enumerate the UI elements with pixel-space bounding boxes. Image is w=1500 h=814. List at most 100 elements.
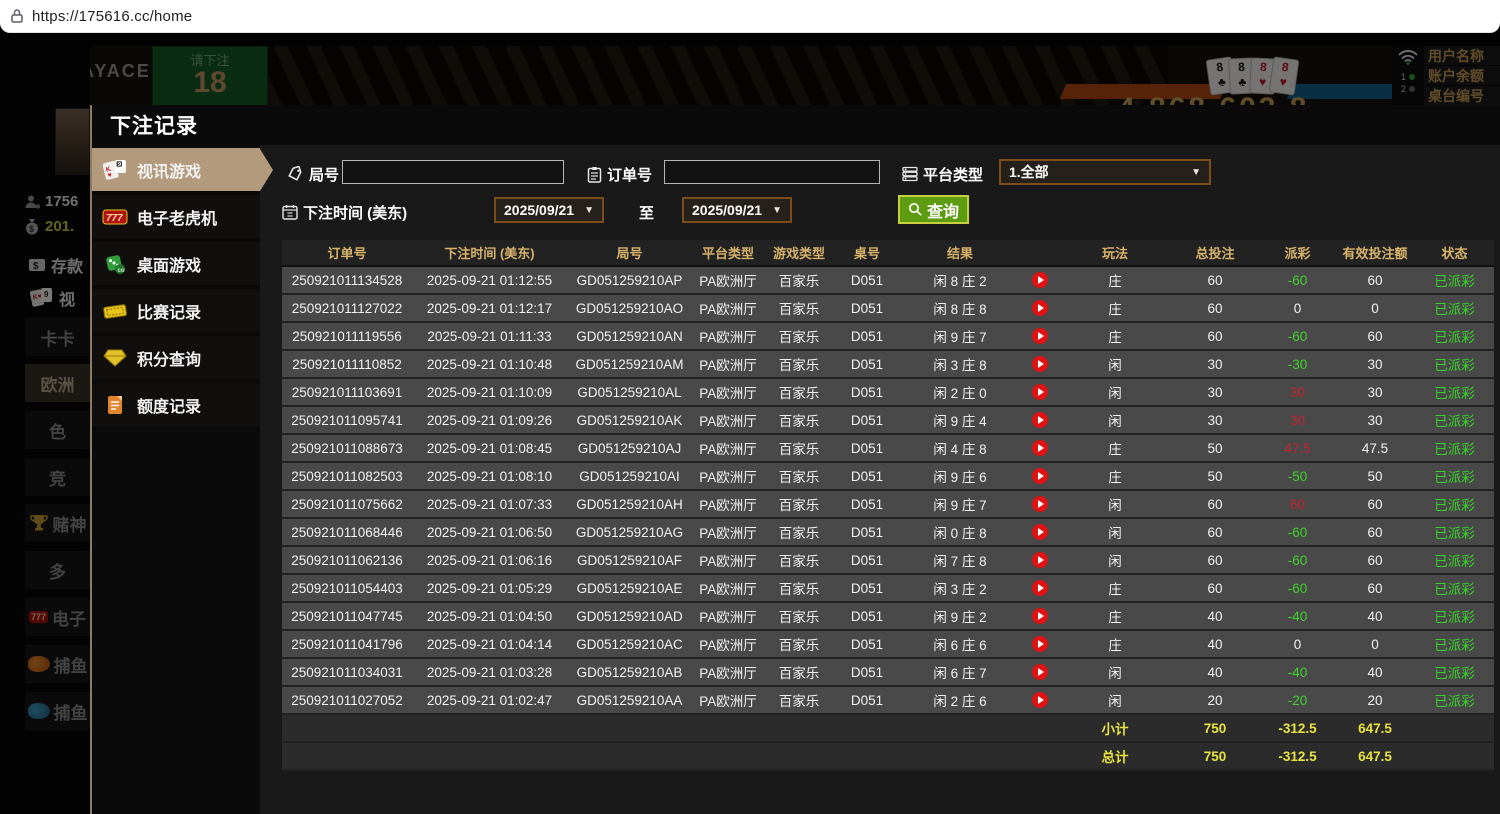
svg-text:9: 9	[118, 162, 121, 168]
menu-item-slot-machines[interactable]: 777 电子老虎机	[92, 195, 260, 238]
cell-valid-bet: 30	[1367, 356, 1383, 372]
subtotal-payout: -312.5	[1278, 720, 1317, 736]
cell-game-type: 百家乐	[778, 554, 820, 569]
cell-bet-time: 2025-09-21 01:06:16	[426, 552, 553, 568]
play-replay-icon[interactable]	[1032, 468, 1048, 484]
table-row: 250921011075662 2025-09-21 01:07:33 GD0512…	[282, 491, 1494, 519]
play-replay-icon[interactable]	[1032, 552, 1048, 568]
cell-result: 闲 9 庄 4	[933, 414, 987, 429]
cell-game-type: 百家乐	[778, 358, 820, 373]
cell-payout: 60	[1289, 496, 1306, 512]
play-replay-icon[interactable]	[1032, 272, 1048, 288]
cell-bet-on: 庄	[1108, 638, 1122, 653]
cell-platform: PA欧洲厅	[699, 554, 757, 569]
round-number-input[interactable]	[342, 160, 564, 184]
play-replay-icon[interactable]	[1032, 524, 1048, 540]
cell-valid-bet: 60	[1367, 328, 1383, 344]
cell-table-number: D051	[850, 384, 884, 400]
cell-table-number: D051	[850, 440, 884, 456]
play-replay-icon[interactable]	[1032, 496, 1048, 512]
cell-replay	[1020, 412, 1060, 428]
table-row: 250921011134528 2025-09-21 01:12:55 GD0512…	[282, 267, 1494, 295]
cell-status: 已派彩	[1434, 526, 1475, 541]
cell-bet-on: 闲	[1108, 414, 1122, 429]
cell-result: 闲 3 庄 8	[933, 358, 987, 373]
cell-round-number: GD051259210AF	[576, 552, 683, 568]
cell-result: 闲 2 庄 6	[933, 694, 987, 709]
cell-replay	[1020, 440, 1060, 456]
cell-platform: PA欧洲厅	[699, 582, 757, 597]
cell-result: 闲 9 庄 7	[933, 330, 987, 345]
cell-payout: 47.5	[1284, 440, 1311, 456]
cell-bet-time: 2025-09-21 01:08:10	[426, 468, 553, 484]
total-row: 总计 750 -312.5 647.5	[282, 743, 1494, 771]
cell-bet-time: 2025-09-21 01:08:45	[426, 440, 553, 456]
cell-replay	[1020, 524, 1060, 540]
header-10: 有效投注额	[1342, 246, 1408, 261]
menu-item-match-records[interactable]: 比赛记录	[92, 289, 260, 332]
total-total-bet: 750	[1203, 748, 1227, 764]
cell-bet-on: 闲	[1108, 526, 1122, 541]
cell-total-bet: 60	[1207, 524, 1223, 540]
menu-item-label: 电子老虎机	[137, 210, 218, 228]
play-replay-icon[interactable]	[1032, 636, 1048, 652]
cell-bet-time: 2025-09-21 01:04:50	[426, 608, 553, 624]
play-replay-icon[interactable]	[1032, 692, 1048, 708]
header-4: 游戏类型	[772, 246, 825, 261]
cell-table-number: D051	[850, 356, 884, 372]
search-button[interactable]: 查询	[898, 195, 970, 224]
cell-status: 已派彩	[1434, 610, 1475, 625]
menu-item-points-query[interactable]: 积分查询	[92, 336, 260, 379]
header-3: 平台类型	[701, 246, 754, 261]
cell-round-number: GD051259210AE	[576, 580, 683, 596]
play-replay-icon[interactable]	[1032, 356, 1048, 372]
clipboard-icon	[587, 166, 602, 183]
cell-round-number: GD051259210AH	[576, 496, 683, 512]
url-text[interactable]: https://175616.cc/home	[32, 7, 193, 25]
cell-total-bet: 50	[1207, 440, 1223, 456]
cell-round-number: GD051259210AJ	[577, 440, 682, 456]
menu-item-video-games[interactable]: K ♥ 9 视讯游戏	[92, 148, 260, 191]
play-replay-icon[interactable]	[1032, 664, 1048, 680]
play-replay-icon[interactable]	[1032, 412, 1048, 428]
play-replay-icon[interactable]	[1032, 384, 1048, 400]
cell-order-number: 250921011034031	[291, 664, 403, 680]
browser-address-bar[interactable]: https://175616.cc/home	[0, 0, 1500, 33]
cell-replay	[1020, 384, 1060, 400]
ticket-icon	[102, 298, 128, 324]
cell-payout: 0	[1293, 300, 1302, 316]
tag-icon	[288, 165, 302, 181]
date-to-select[interactable]: 2025/09/21 ▼	[682, 197, 792, 223]
play-replay-icon[interactable]	[1032, 328, 1048, 344]
cell-payout: 30	[1289, 412, 1306, 428]
cell-game-type: 百家乐	[778, 442, 820, 457]
cell-round-number: GD051259210AL	[577, 384, 682, 400]
cell-result: 闲 0 庄 8	[933, 526, 987, 541]
cell-platform: PA欧洲厅	[699, 274, 757, 289]
modal-title: 下注记录	[92, 105, 1500, 145]
cell-status: 已派彩	[1434, 554, 1475, 569]
cell-total-bet: 30	[1207, 384, 1223, 400]
dice-icon: co	[102, 251, 128, 277]
menu-item-label: 积分查询	[137, 351, 202, 369]
cell-valid-bet: 30	[1367, 412, 1383, 428]
table-row: 250921011034031 2025-09-21 01:03:28 GD0512…	[282, 659, 1494, 687]
order-number-input[interactable]	[664, 160, 880, 184]
total-valid-bet: 647.5	[1358, 748, 1392, 764]
date-from-select[interactable]: 2025/09/21 ▼	[494, 197, 604, 223]
menu-item-quota-records[interactable]: 额度记录	[92, 383, 260, 426]
platform-type-select[interactable]: 1.全部 ▼	[999, 159, 1211, 185]
table-row: 250921011027052 2025-09-21 01:02:47 GD0512…	[282, 687, 1494, 715]
lock-icon	[11, 9, 23, 23]
cell-platform: PA欧洲厅	[699, 666, 757, 681]
cell-payout: -40	[1287, 608, 1308, 624]
play-replay-icon[interactable]	[1032, 300, 1048, 316]
play-replay-icon[interactable]	[1032, 580, 1048, 596]
play-replay-icon[interactable]	[1032, 608, 1048, 624]
bet-records-modal: 下注记录 K ♥ 9 视讯游戏 777 电子老虎机 co 桌面游戏 比赛记录 积分查询 额度记录 局…	[90, 105, 1500, 814]
subtotal-valid-bet: 647.5	[1358, 720, 1392, 736]
play-replay-icon[interactable]	[1032, 440, 1048, 456]
menu-item-table-games[interactable]: co 桌面游戏	[92, 242, 260, 285]
cell-payout: -60	[1287, 272, 1308, 288]
table-row: 250921011062136 2025-09-21 01:06:16 GD0512…	[282, 547, 1494, 575]
